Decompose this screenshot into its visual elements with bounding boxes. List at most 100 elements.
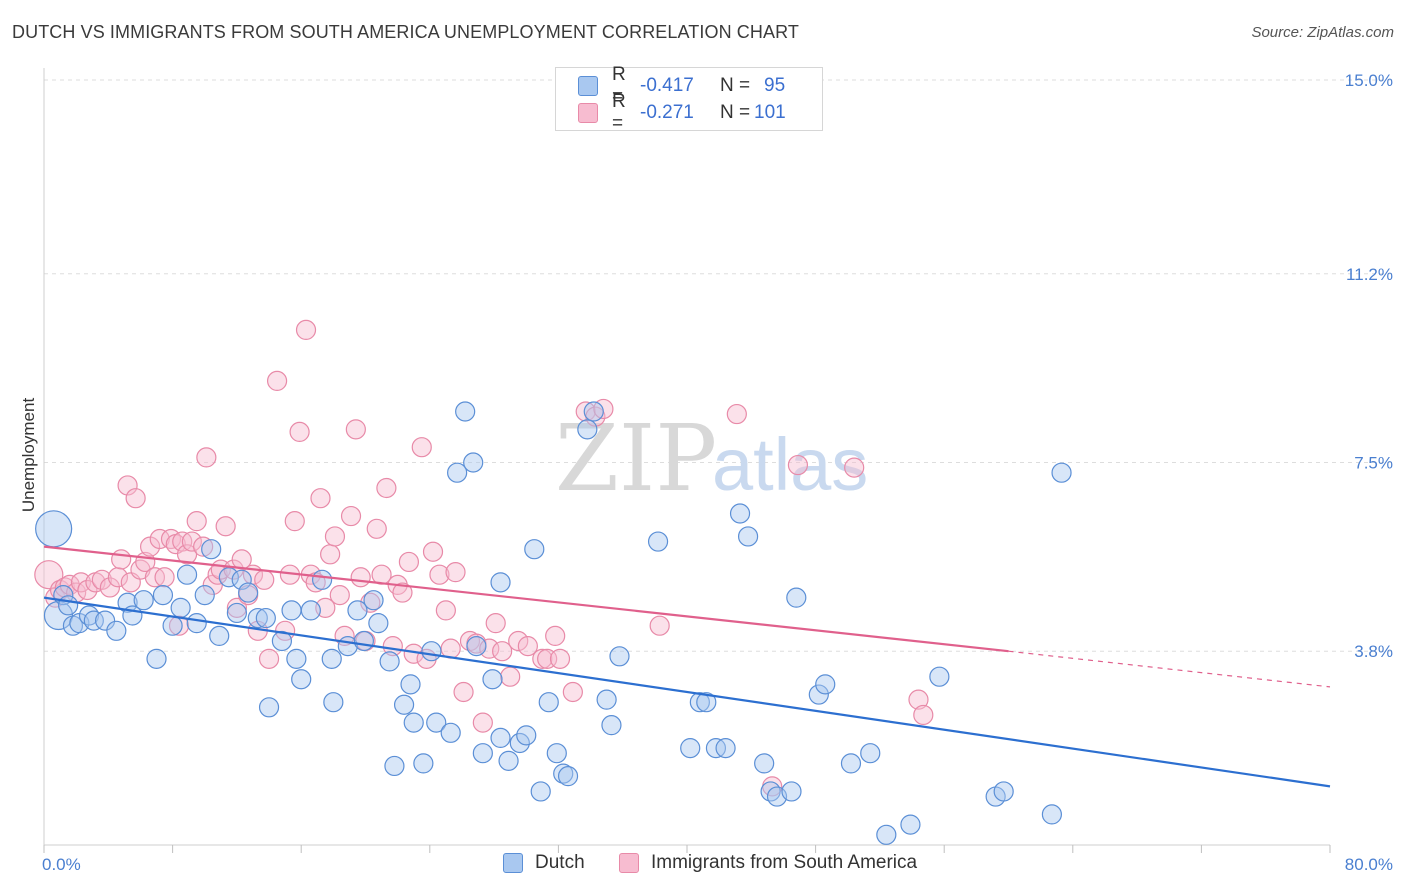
data-point-immigrants <box>726 403 747 425</box>
data-point-dutch <box>347 600 368 621</box>
trend-line-immigrants <box>43 545 1009 653</box>
watermark-zip: ZIP <box>555 405 717 512</box>
dutch-swatch <box>578 76 598 96</box>
data-point-dutch <box>363 590 384 611</box>
data-point-dutch <box>440 722 461 743</box>
data-point-dutch <box>876 824 897 845</box>
data-point-dutch <box>238 582 259 603</box>
data-point-dutch <box>368 613 389 634</box>
data-point-dutch <box>524 539 545 560</box>
data-point-immigrants <box>575 401 596 422</box>
legend-n-label: N = <box>720 102 751 123</box>
data-point-immigrants <box>562 681 583 703</box>
data-point-dutch <box>737 526 759 547</box>
data-point-dutch <box>255 607 276 629</box>
data-point-dutch <box>379 651 400 672</box>
series-immigrants-points <box>34 319 934 797</box>
data-point-dutch <box>58 595 79 616</box>
data-point-dutch <box>258 697 280 718</box>
data-point-dutch <box>729 503 751 524</box>
data-point-dutch <box>786 587 807 608</box>
data-point-dutch <box>106 620 127 641</box>
data-point-immigrants <box>492 641 513 662</box>
data-point-immigrants <box>284 511 305 532</box>
watermark: ZIP atlas <box>555 405 868 512</box>
legend-item-immigrants[interactable]: Immigrants from South America <box>619 852 917 874</box>
legend-r-label: R = <box>612 91 626 134</box>
data-point-dutch <box>815 674 836 695</box>
data-point-dutch <box>321 648 342 669</box>
data-point-dutch <box>490 727 511 749</box>
data-point-dutch <box>201 539 222 560</box>
data-point-immigrants <box>168 615 190 636</box>
legend-row-immigrants: R = -0.271 N = 101 <box>578 91 794 134</box>
data-point-dutch <box>680 737 701 759</box>
data-point-immigrants <box>345 419 366 440</box>
correlation-legend: R = -0.417 N = 95 R = -0.271 N = 101 <box>555 64 823 134</box>
data-point-dutch <box>490 572 511 593</box>
data-point-dutch <box>413 753 434 774</box>
y-tick-label: 11.2% <box>1346 265 1393 284</box>
data-point-immigrants <box>453 681 474 703</box>
data-point-dutch <box>311 569 333 590</box>
data-point-immigrants <box>310 488 331 509</box>
data-point-dutch <box>1041 804 1063 825</box>
data-point-immigrants <box>472 712 493 733</box>
data-point-immigrants <box>340 505 362 527</box>
chart-title: DUTCH VS IMMIGRANTS FROM SOUTH AMERICA U… <box>12 22 799 42</box>
data-point-dutch <box>900 814 921 835</box>
data-point-dutch <box>472 743 493 764</box>
data-point-immigrants <box>649 615 670 636</box>
data-point-dutch <box>546 743 567 764</box>
data-point-dutch <box>538 692 559 713</box>
immigrants-swatch <box>578 103 598 123</box>
data-point-immigrants <box>429 564 450 585</box>
data-point-dutch <box>209 625 230 647</box>
data-point-immigrants <box>500 666 521 687</box>
data-point-dutch <box>577 419 598 440</box>
data-point-dutch <box>353 630 374 652</box>
trend-line-dutch <box>43 596 1331 788</box>
data-point-dutch <box>403 712 424 733</box>
data-point-immigrants <box>266 370 288 391</box>
data-point-immigrants <box>382 635 403 657</box>
data-point-immigrants <box>913 704 934 726</box>
data-point-immigrants <box>360 592 381 613</box>
data-point-dutch <box>146 648 167 669</box>
data-point-immigrants <box>196 447 217 468</box>
legend-n-label: N = <box>720 75 751 96</box>
legend-n-value: 95 <box>764 75 786 96</box>
immigrants-swatch <box>619 853 639 873</box>
data-point-immigrants <box>549 648 571 669</box>
data-point-immigrants <box>508 630 529 652</box>
legend-item-dutch[interactable]: Dutch <box>503 852 585 874</box>
data-point-immigrants <box>532 648 553 669</box>
data-point-dutch <box>596 689 617 710</box>
data-point-dutch <box>808 684 829 705</box>
data-point-dutch <box>281 600 302 621</box>
data-point-dutch <box>393 694 415 715</box>
data-point-immigrants <box>908 689 929 710</box>
data-point-dutch <box>83 610 104 631</box>
data-point-dutch <box>482 669 503 690</box>
data-point-dutch <box>300 600 321 621</box>
axes <box>43 68 1331 853</box>
legend-r-label: R = <box>612 64 626 107</box>
data-point-dutch <box>152 584 174 606</box>
data-point-dutch <box>466 635 487 657</box>
data-point-immigrants <box>125 488 146 509</box>
source-credit: Source: ZipAtlas.com <box>1251 24 1394 41</box>
data-point-dutch <box>94 610 116 631</box>
data-point-immigrants <box>366 518 387 539</box>
data-point-dutch <box>226 602 247 624</box>
data-point-dutch <box>754 753 775 774</box>
data-point-dutch <box>186 613 207 634</box>
series-legend: Dutch Immigrants from South America <box>0 852 1406 878</box>
data-point-immigrants <box>392 582 413 603</box>
data-point-immigrants <box>485 613 506 634</box>
dutch-swatch <box>503 853 523 873</box>
y-axis-label: Unemployment <box>19 398 38 513</box>
trend-lines <box>43 545 1331 788</box>
data-point-immigrants <box>445 562 466 583</box>
